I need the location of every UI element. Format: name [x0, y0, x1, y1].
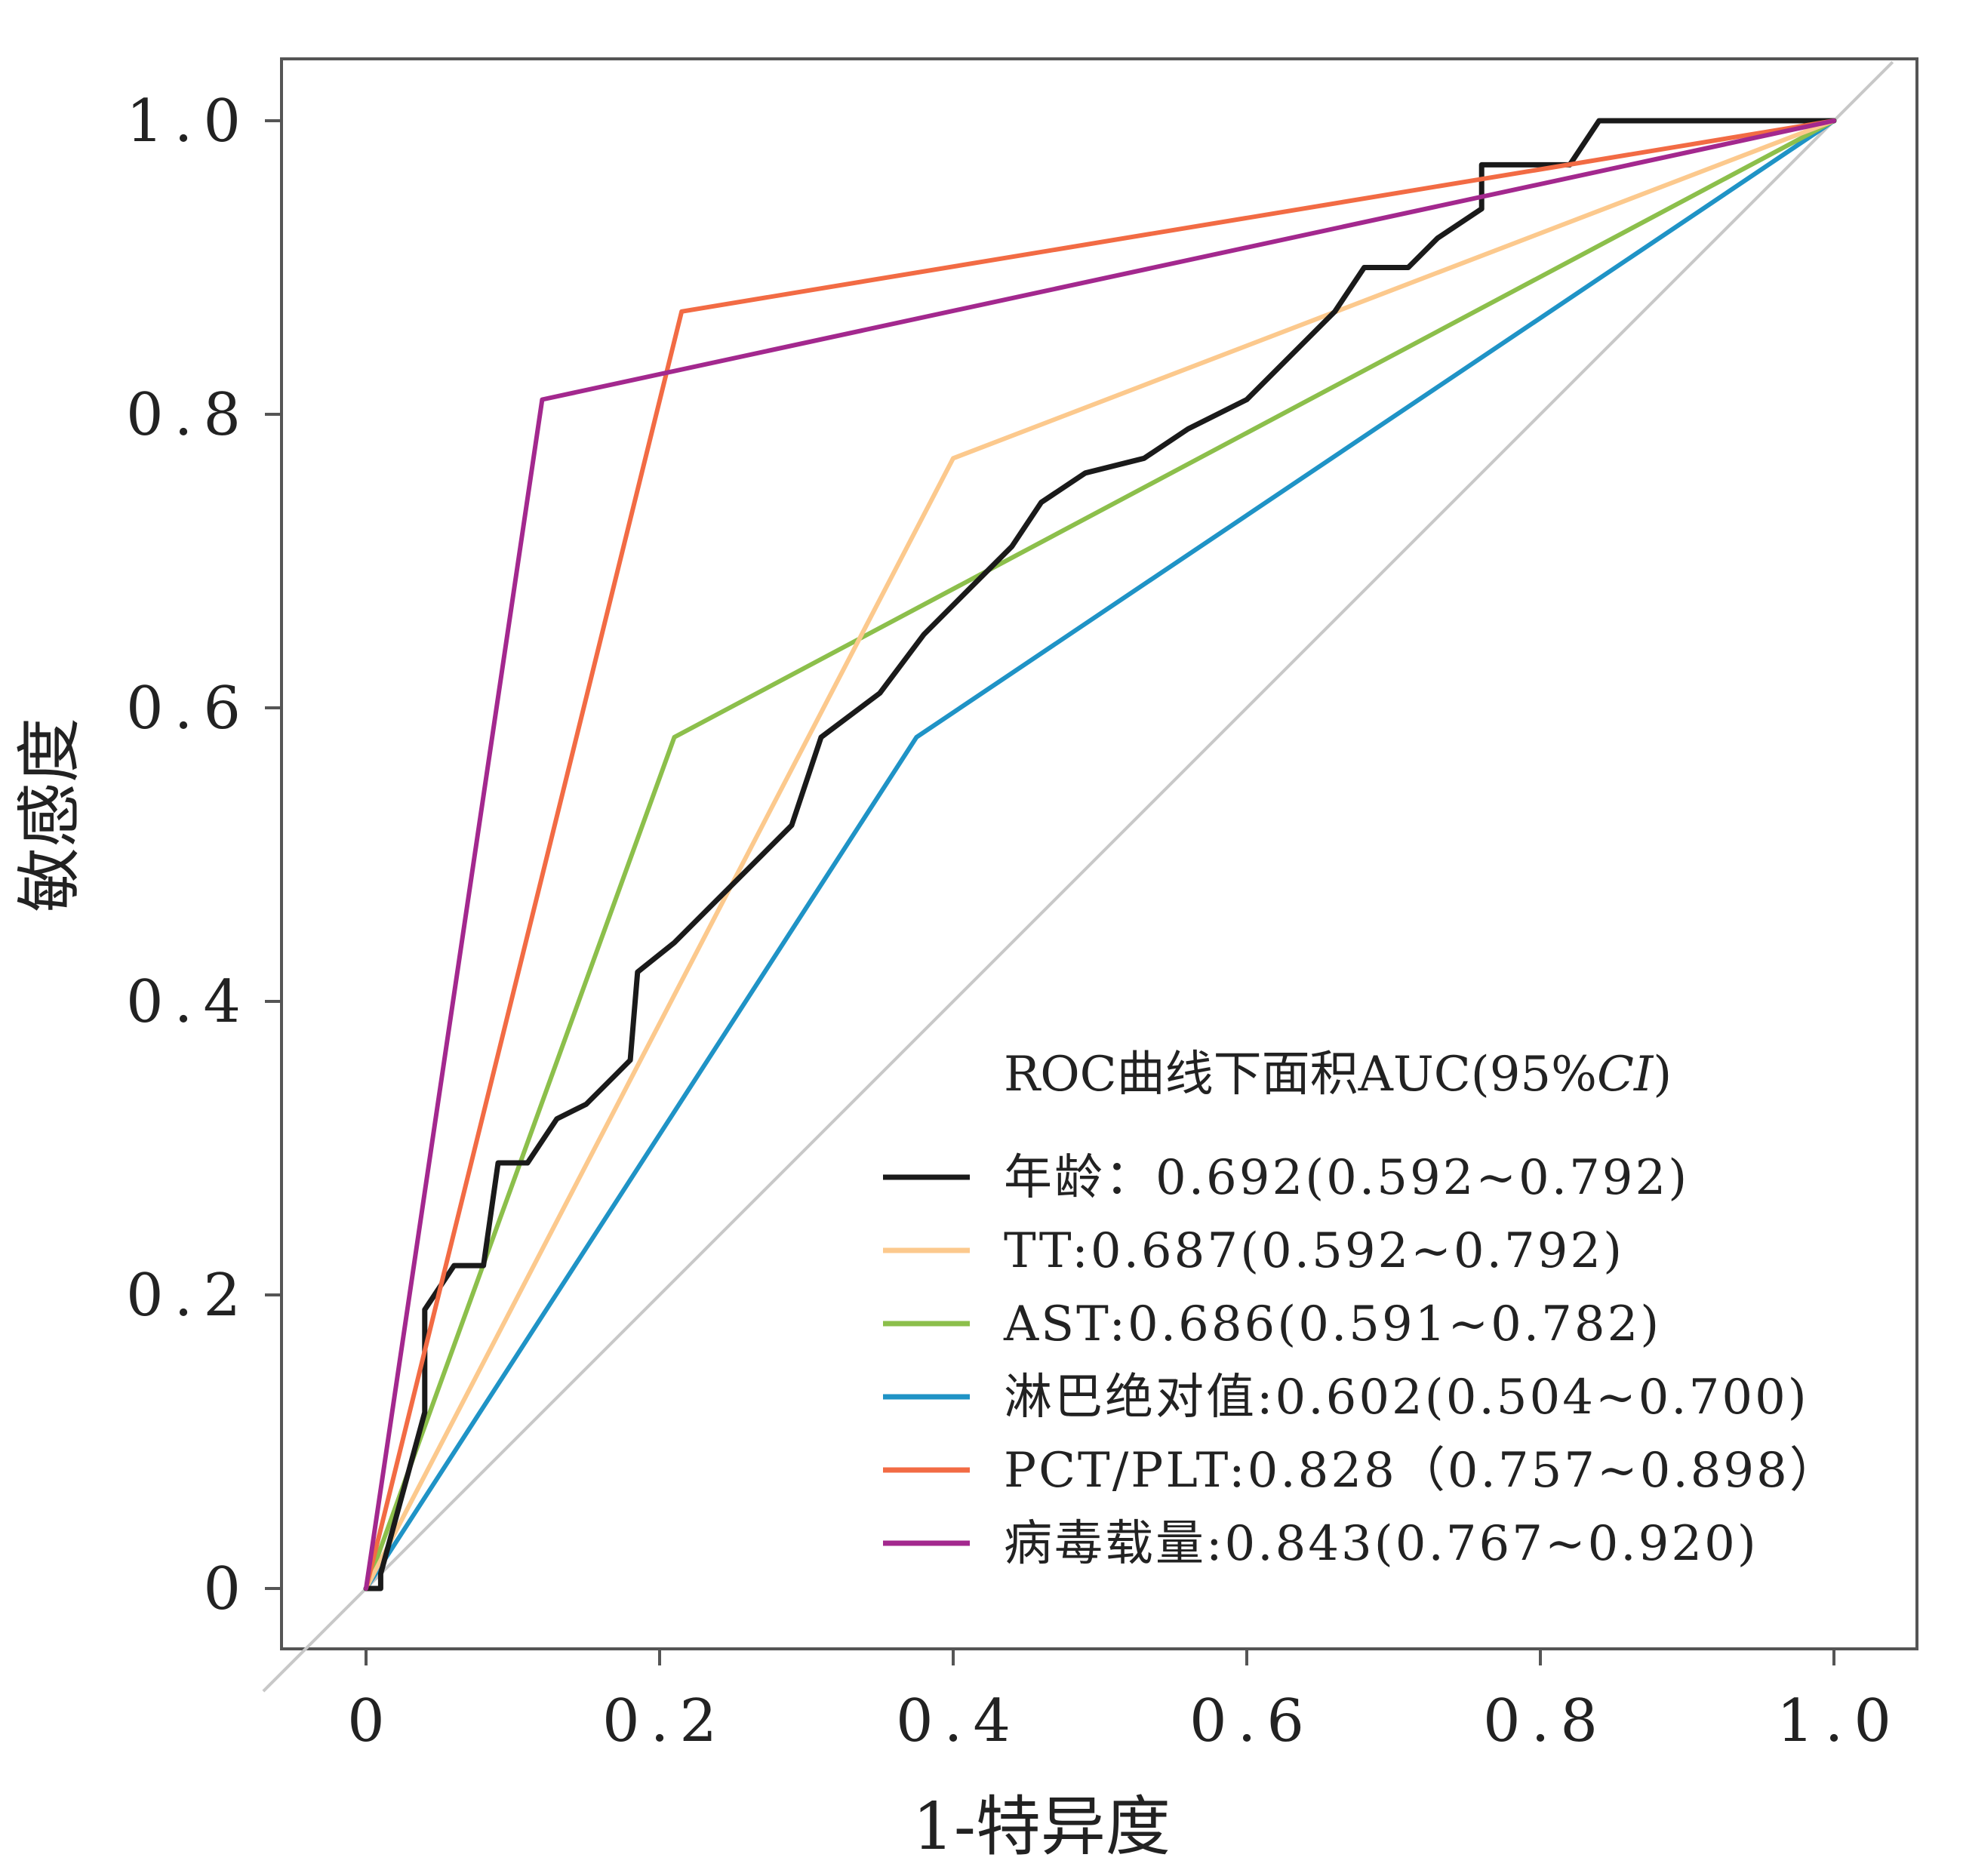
series-line-2	[364, 118, 1836, 1591]
x-axis-title: 1-特异度	[912, 1789, 1171, 1865]
series-line-1	[363, 118, 1837, 1592]
series-line-3	[364, 118, 1836, 1591]
x-tick-label: 0	[347, 1687, 395, 1755]
y-tick-label: 0.8	[126, 381, 251, 449]
series-line-5	[364, 118, 1836, 1591]
y-tick-label: 0	[203, 1555, 251, 1623]
legend-entry-label: 淋巴绝对值:0.602(0.504~0.700)	[1004, 1370, 1809, 1425]
legend-entry-label: 病毒载量:0.843(0.767~0.920)	[1004, 1516, 1758, 1572]
legend-title-ci: CI	[1597, 1047, 1654, 1103]
plot-frame	[280, 57, 1918, 1650]
legend: ROC曲线下面积AUC(95%CI) 年龄：0.692(0.592~0.792)…	[883, 1047, 1840, 1572]
legend-entry-label: TT:0.687(0.592~0.792)	[1004, 1223, 1624, 1279]
plot-frame-layer	[280, 57, 1918, 1650]
legend-entry-label: 年龄：0.692(0.592~0.792)	[1004, 1150, 1689, 1206]
y-tick-label: 0.6	[126, 675, 251, 743]
ticks-layer: 0 0.2 0.4 0.6 0.8 1.0 0 0.2 0.4 0.6 0.8 1.0	[126, 88, 1902, 1755]
legend-title: ROC曲线下面积AUC(95%CI)	[1004, 1047, 1672, 1103]
reference-diagonal-line	[262, 60, 1894, 1693]
x-tick-label: 0.4	[896, 1687, 1021, 1755]
y-axis-title: 敏感度	[12, 718, 88, 912]
x-tick-label: 1.0	[1777, 1687, 1902, 1755]
x-tick-label: 0.8	[1483, 1687, 1608, 1755]
y-tick-label: 0.4	[126, 968, 251, 1036]
reference-line-layer	[262, 60, 1894, 1693]
legend-entry-label: PCT/PLT:0.828（0.757~0.898）	[1004, 1443, 1840, 1499]
legend-entry-label: AST:0.686(0.591~0.782)	[1003, 1296, 1661, 1352]
y-tick-label: 1.0	[126, 88, 251, 155]
legend-title-close: )	[1653, 1047, 1672, 1103]
series-line-6	[364, 118, 1836, 1591]
series-layer	[363, 118, 1837, 1592]
x-tick-label: 0.2	[602, 1687, 728, 1755]
series-line-4	[364, 118, 1836, 1591]
x-tick-label: 0.6	[1189, 1687, 1315, 1755]
y-tick-label: 0.2	[126, 1262, 251, 1330]
legend-title-main: ROC曲线下面积AUC(95%	[1004, 1047, 1597, 1103]
